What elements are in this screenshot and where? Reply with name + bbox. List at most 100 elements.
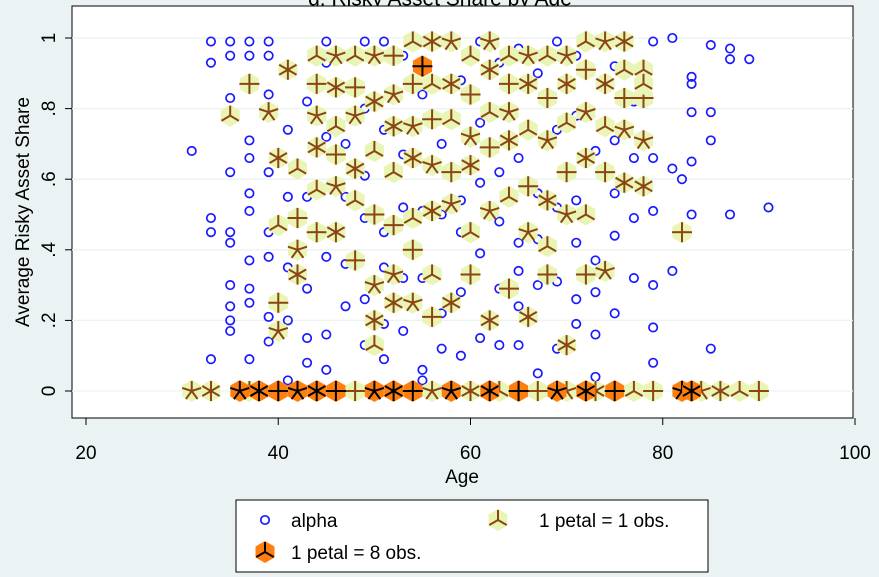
sunflower-light-point [499,185,519,208]
sunflower-light-point [461,44,480,67]
sunflower-light-point [364,90,384,113]
sunflower-light-point [499,44,519,67]
alpha-point [494,340,505,351]
sunflower-light-point [479,136,500,159]
sunflower-light-point [518,305,538,328]
alpha-point [648,280,659,291]
sunflower-light-point [518,221,539,244]
sunflower-light-point [403,207,423,229]
sunflower-light-point [384,291,404,314]
sunflower-light-point [441,161,462,184]
legend: alpha 1 petal = 1 obs. 1 petal = 8 obs. [235,499,709,573]
sunflower-dark-point [268,380,289,402]
legend-key-sunflower-dark [255,541,275,563]
sunflower-light-point [383,263,404,286]
alpha-point [205,57,217,68]
sunflower-light-point [480,309,500,332]
alpha-point [186,145,197,157]
plot-area [71,5,854,419]
alpha-point [628,272,639,284]
alpha-point [205,354,217,365]
sunflower-dark-point [604,380,625,402]
alpha-point [263,50,274,61]
sunflower-light-point [557,72,577,95]
alpha-point [551,36,563,47]
alpha-point [705,343,716,354]
sunflower-light-point [671,221,693,244]
sunflower-light-point [441,291,461,314]
alpha-point [494,167,505,178]
alpha-point [378,354,390,365]
sunflower-light-point [345,249,366,272]
alpha-point [225,227,236,238]
sunflower-light-point [268,214,288,237]
alpha-point [244,152,255,164]
alpha-point [571,318,582,329]
alpha-point [263,336,274,347]
sunflower-light-point [537,129,558,152]
sunflower-light-point [537,235,557,258]
sunflower-dark-point [249,380,269,402]
sunflower-light-point [461,380,480,402]
legend-marker-sunflower-dark [255,541,275,563]
alpha-point [667,32,678,44]
alpha-point [686,71,697,82]
alpha-point [263,311,274,322]
sunflower-light-point [422,263,442,286]
alpha-point [244,205,255,217]
alpha-point [513,301,524,312]
y-tick-label: 1 [39,33,60,44]
legend-key-sunflower-light [488,509,508,531]
sunflower-light-point [201,380,221,402]
x-tick-label: 40 [268,443,289,464]
sunflower-light-point [595,115,615,138]
alpha-point [225,167,236,178]
alpha-point [436,138,447,149]
alpha-point [263,36,274,47]
sunflower-dark-point [384,380,404,402]
sunflower-light-point [614,118,635,141]
alpha-point [302,96,313,107]
sunflower-light-point [402,291,423,314]
alpha-point [609,188,620,199]
sunflower-dark-point [576,380,596,402]
sunflower-light-point [460,263,481,286]
sunflower-light-point [220,104,240,127]
alpha-point [590,329,601,340]
alpha-point [532,368,543,379]
alpha-point [205,227,217,238]
sunflower-light-point [403,147,423,169]
alpha-point [475,248,486,259]
sunflower-light-point [595,260,615,282]
legend-marker-sunflower-light [488,509,508,531]
sunflower-light-point [595,30,615,53]
alpha-point [282,375,293,386]
alpha-point [724,43,736,54]
sunflower-light-series [181,30,769,402]
sunflower-light-point [557,334,577,357]
sunflower-light-point [595,72,615,95]
sunflower-light-point [326,115,346,138]
alpha-point [475,332,486,344]
alpha-point [648,152,659,164]
sunflower-light-point [537,263,558,286]
sunflower-light-point [556,44,577,67]
alpha-point [321,364,332,375]
sunflower-light-point [345,104,366,127]
alpha-point [513,265,524,277]
sunflower-light-point [422,154,442,177]
sunflower-light-point [614,30,634,53]
y-tick-label: .4 [39,241,60,257]
alpha-point [244,36,255,47]
alpha-point [763,202,774,213]
alpha-point [302,357,313,368]
legend-label-sunflower-light: 1 petal = 1 obs. [539,511,669,532]
alpha-point [532,280,543,291]
sunflower-light-point [364,140,384,162]
sunflower-light-point [537,44,557,67]
sunflower-light-point [479,200,500,222]
alpha-point [244,354,255,365]
sunflower-light-point [576,30,596,53]
alpha-point [571,294,582,305]
